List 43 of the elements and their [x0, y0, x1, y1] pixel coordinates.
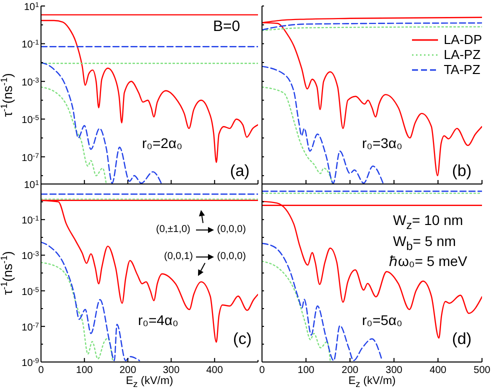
x-tick-label: 100 — [298, 365, 315, 376]
annotation: W$_{z}$= 10 nm — [393, 212, 464, 233]
annotation: (b) — [452, 163, 472, 181]
annotation: (0,0,0) — [217, 224, 246, 235]
x-tick-label: 400 — [430, 365, 447, 376]
y-tick-label: 10$^{-3}$ — [22, 250, 40, 262]
x-tick-label: 300 — [386, 365, 403, 376]
x-tick-label: 200 — [119, 365, 137, 376]
legend-label: LA-PZ — [444, 47, 481, 62]
y-tick-label: 10$^{-9}$ — [22, 358, 40, 369]
y-tick-label: 10$^{1}$ — [24, 2, 40, 13]
x-tick-label: 0 — [38, 365, 44, 376]
annotation: (d) — [452, 331, 472, 349]
annotation: (0,0,0) — [217, 251, 246, 262]
annotation: (c) — [233, 331, 252, 349]
x-tick-label: 500 — [474, 365, 491, 376]
annotation: (0,±1,0) — [156, 224, 190, 235]
annotation: ℏω₀= 5 meV — [389, 253, 468, 270]
x-tick-label: 400 — [206, 365, 224, 376]
x-tick-label: 100 — [76, 365, 94, 376]
x-tick-label: 200 — [342, 365, 359, 376]
annotation: r₀=5α₀ — [362, 312, 402, 328]
annotation: (a) — [230, 163, 250, 181]
y-tick-label: 10$^{-7}$ — [22, 152, 40, 164]
y-tick-label: 10$^{-1}$ — [22, 39, 40, 51]
y-tick-label: 10$^{-3}$ — [22, 76, 40, 88]
x-tick-label: 300 — [162, 365, 180, 376]
y-tick-label: 10$^{-1}$ — [22, 215, 40, 227]
y-tick-label: 10$^{-7}$ — [22, 322, 40, 334]
annotation: r₀=2α₀ — [142, 135, 182, 152]
x-tick-label: 0 — [259, 365, 266, 376]
annotation: B=0 — [213, 18, 240, 36]
legend-label: LA-DP — [444, 32, 482, 47]
y-tick-label: 10$^{1}$ — [24, 180, 40, 191]
legend-label: TA-PZ — [444, 62, 480, 77]
y-tick-label: 10$^{-5}$ — [22, 286, 40, 298]
annotation: r₀=3α₀ — [362, 135, 402, 152]
y-tick-label: 10$^{-5}$ — [22, 114, 40, 126]
x-axis-title: E$_{z}$ (kV/m) — [124, 375, 174, 390]
annotation: W$_{b}$= 5 nm — [393, 233, 456, 254]
x-axis-title: E$_{z}$ (kV/m) — [347, 375, 397, 390]
annotation: (0,0,1) — [164, 251, 193, 262]
annotation: r₀=4α₀ — [138, 312, 178, 328]
